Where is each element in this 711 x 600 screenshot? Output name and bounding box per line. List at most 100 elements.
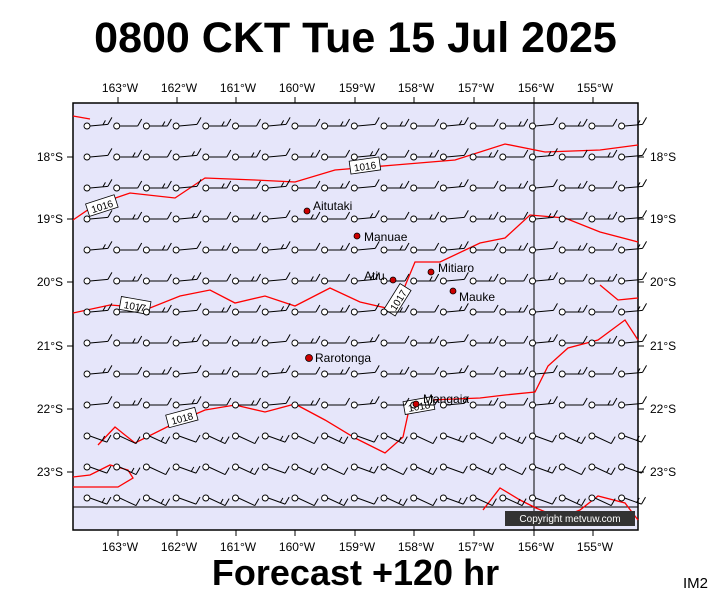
wind-barb bbox=[261, 334, 291, 347]
wind-barb bbox=[499, 432, 527, 445]
wind-barb bbox=[439, 365, 469, 378]
wind-barb bbox=[469, 304, 499, 316]
wind-barb bbox=[529, 272, 558, 285]
wind-barb bbox=[83, 241, 113, 254]
wind-barb bbox=[558, 273, 588, 285]
wind-barb bbox=[291, 335, 321, 347]
wind-barb bbox=[232, 494, 260, 507]
wind-barb bbox=[113, 335, 143, 347]
wind-barb bbox=[558, 494, 586, 507]
wind-barb bbox=[529, 396, 558, 409]
wind-barb bbox=[588, 494, 616, 507]
wind-barb bbox=[588, 463, 616, 476]
wind-barb bbox=[350, 463, 379, 474]
wind-barb bbox=[261, 272, 291, 285]
wind-barb bbox=[142, 335, 172, 347]
lon-label: 160°W bbox=[279, 81, 316, 95]
wind-barb bbox=[113, 211, 143, 223]
wind-barb bbox=[499, 118, 529, 130]
wind-barb bbox=[142, 463, 171, 476]
wind-barb bbox=[350, 241, 380, 254]
wind-barb bbox=[558, 118, 588, 130]
wind-barb bbox=[529, 463, 557, 474]
wind-barb bbox=[499, 273, 529, 285]
wind-barb bbox=[469, 366, 499, 378]
wind-barb bbox=[618, 463, 646, 474]
wind-barb bbox=[618, 432, 646, 443]
wind-barb bbox=[83, 210, 113, 223]
longitude-labels-bottom: 163°W 162°W 161°W 160°W 159°W 158°W 157°… bbox=[102, 540, 614, 554]
wind-barb bbox=[202, 397, 232, 409]
wind-barb bbox=[618, 334, 647, 347]
map-background bbox=[72, 102, 639, 531]
wind-barb bbox=[172, 148, 202, 161]
wind-barb bbox=[291, 432, 319, 445]
island-label: Mangaia bbox=[423, 392, 469, 406]
wind-barb bbox=[410, 463, 438, 476]
island-label: Mitiaro bbox=[438, 261, 474, 275]
wind-barb bbox=[202, 211, 232, 223]
wind-barb bbox=[439, 241, 469, 254]
wind-barb bbox=[588, 211, 618, 223]
wind-barb bbox=[558, 242, 588, 254]
wind-barb bbox=[588, 242, 618, 254]
wind-barb bbox=[529, 494, 557, 505]
wind-barb bbox=[350, 272, 380, 285]
wind-barb bbox=[232, 118, 261, 130]
wind-barb bbox=[232, 180, 261, 192]
wind-barb bbox=[499, 242, 529, 254]
wind-barb bbox=[232, 304, 261, 316]
isobar-label: 1017 bbox=[123, 300, 147, 315]
wind-barb bbox=[380, 494, 408, 507]
wind-barb bbox=[261, 396, 291, 409]
wind-barb bbox=[618, 117, 647, 130]
wind-barb bbox=[232, 242, 261, 254]
wind-barb bbox=[291, 149, 321, 161]
wind-barb bbox=[261, 117, 291, 130]
isobar-1018-west bbox=[72, 464, 134, 488]
wind-barb bbox=[588, 366, 618, 378]
wind-barb bbox=[113, 463, 141, 476]
wind-barb bbox=[469, 494, 497, 507]
wind-barb bbox=[321, 149, 351, 161]
wind-barb bbox=[83, 365, 113, 378]
lon-label: 162°W bbox=[161, 540, 198, 554]
forecast-label: Forecast +120 hr bbox=[211, 552, 500, 593]
isobar-1016-north bbox=[72, 115, 91, 120]
wind-barb bbox=[558, 432, 586, 445]
wind-barb bbox=[291, 242, 321, 254]
wind-barb bbox=[83, 303, 113, 316]
wind-barb bbox=[380, 335, 410, 347]
wind-barb bbox=[529, 432, 557, 443]
wind-barb bbox=[410, 366, 440, 378]
island-mitiaro: Mitiaro bbox=[427, 261, 474, 276]
wind-barb bbox=[321, 397, 351, 409]
wind-barb bbox=[499, 463, 527, 476]
wind-barb bbox=[142, 273, 172, 285]
wind-barb bbox=[350, 303, 380, 316]
lon-label: 155°W bbox=[577, 540, 614, 554]
wind-barb bbox=[172, 463, 201, 474]
wind-barb bbox=[202, 432, 230, 445]
wind-barb bbox=[380, 211, 410, 223]
isobar-1016 bbox=[72, 143, 639, 221]
wind-barb bbox=[142, 304, 172, 316]
lat-label: 20°S bbox=[37, 275, 63, 289]
lon-label: 158°W bbox=[398, 81, 435, 95]
wind-barb bbox=[321, 304, 351, 316]
wind-barb bbox=[202, 273, 232, 285]
wind-barb bbox=[439, 179, 469, 192]
islands: Aitutaki Manuae Atiu Mitiaro Mauke Rarot… bbox=[303, 199, 495, 408]
wind-barb bbox=[142, 397, 172, 409]
wind-barb bbox=[83, 179, 113, 192]
lat-label: 22°S bbox=[37, 402, 63, 416]
wind-barb bbox=[172, 432, 201, 443]
wind-barb bbox=[588, 180, 618, 192]
wind-barb bbox=[618, 148, 647, 161]
wind-barb bbox=[410, 180, 440, 192]
wind-barb bbox=[410, 335, 440, 347]
wind-barb bbox=[439, 303, 469, 316]
wind-barb bbox=[350, 210, 380, 223]
wind-barb bbox=[439, 334, 469, 347]
